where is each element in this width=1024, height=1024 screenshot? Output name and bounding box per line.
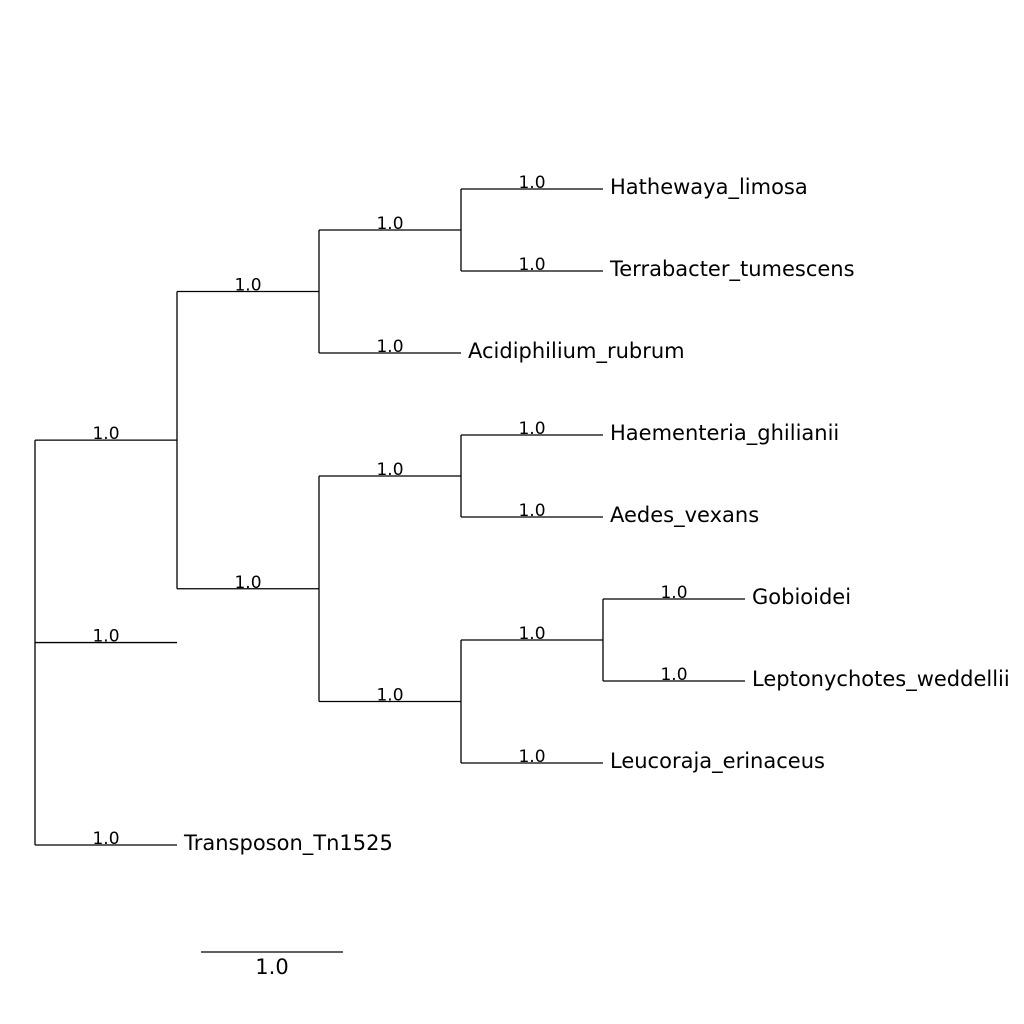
branch-support-label: 1.0 [660, 583, 687, 603]
branch-support-label: 1.0 [376, 686, 403, 706]
tree-branches [34, 188, 745, 846]
branch-support-label: 1.0 [518, 747, 545, 767]
scale-bar: 1.0 [201, 951, 343, 979]
branch-support-label: 1.0 [234, 573, 261, 593]
branch-support-label: 1.0 [518, 173, 545, 193]
leaf-label: Aedes_vexans [610, 503, 759, 528]
root-support-label: 1.0 [92, 627, 119, 647]
leaf-label: Leucoraja_erinaceus [610, 749, 825, 774]
branch-support-label: 1.0 [376, 460, 403, 480]
branch-support-label: 1.0 [518, 501, 545, 521]
leaf-label: Hathewaya_limosa [610, 175, 808, 200]
leaf-label: Haementeria_ghilianii [610, 421, 839, 446]
branch-support-label: 1.0 [518, 419, 545, 439]
branch-support-label: 1.0 [518, 255, 545, 275]
branch-support-label: 1.0 [92, 424, 119, 444]
leaf-label: Gobioidei [752, 585, 851, 609]
branch-support-label: 1.0 [92, 829, 119, 849]
leaf-label: Leptonychotes_weddellii [752, 667, 1010, 692]
branch-support-label: 1.0 [376, 214, 403, 234]
branch-support-label: 1.0 [518, 624, 545, 644]
leaf-label: Acidiphilium_rubrum [468, 339, 685, 364]
leaf-label: Transposon_Tn1525 [183, 831, 393, 856]
tree-labels: 1.0 1.0 1.0 1.0 Hathewaya_limosa 1.0 Terrabact… [92, 173, 1009, 856]
branch-support-label: 1.0 [234, 276, 261, 296]
branch-support-label: 1.0 [376, 337, 403, 357]
leaf-label: Terrabacter_tumescens [609, 257, 855, 282]
branch-support-label: 1.0 [660, 665, 687, 685]
scale-bar-label: 1.0 [255, 955, 288, 979]
